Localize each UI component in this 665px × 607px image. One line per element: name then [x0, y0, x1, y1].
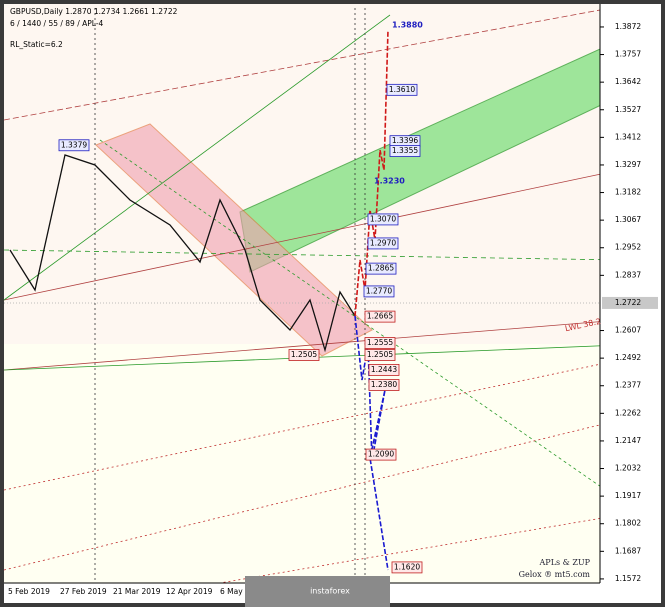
- price-tick-label: 1.2262: [615, 408, 641, 417]
- time-tick-label: 21 Mar 2019: [113, 587, 161, 596]
- level-label: 1.2865: [368, 264, 394, 273]
- current-price-label: 1.2722: [615, 298, 641, 307]
- level-label-box: [363, 285, 395, 298]
- price-tick-label: 1.3527: [615, 105, 641, 114]
- level-label-box: [364, 310, 396, 323]
- level-label-box: [365, 262, 397, 275]
- level-label: 1.2970: [370, 238, 396, 247]
- level-label: 1.2090: [368, 450, 394, 459]
- swing-label: 1.2505: [291, 350, 317, 359]
- credit: Gelox ® mt5.com: [519, 570, 591, 579]
- watermark: instaforex: [310, 587, 350, 596]
- time-tick-label: 27 Feb 2019: [60, 587, 107, 596]
- price-tick-label: 1.3872: [615, 22, 641, 31]
- price-tick-label: 1.1917: [615, 491, 641, 500]
- level-label-box: [367, 237, 399, 250]
- price-tick-label: 1.3067: [615, 215, 641, 224]
- price-tick-label: 1.2607: [615, 326, 641, 335]
- level-label-box: [368, 363, 400, 376]
- level-label-box: [368, 379, 400, 391]
- level-label: 1.3070: [370, 214, 396, 223]
- median-lines: [3, 8, 621, 601]
- header-symbol: GBPUSD,Daily 1.2870 1.2734 1.2661 1.2722: [10, 7, 178, 16]
- swing-label-box: [58, 139, 90, 152]
- level-label-box: [364, 349, 396, 361]
- price-tick-label: 1.3757: [615, 50, 641, 59]
- level-label: 1.3610: [389, 85, 415, 94]
- time-tick-label: 6 May: [220, 587, 243, 596]
- price-tick-label: 1.3297: [615, 160, 641, 169]
- level-label: 1.2555: [367, 338, 393, 347]
- level-label-box: [367, 213, 399, 226]
- level-label-box: [386, 83, 418, 96]
- price-tick-label: 1.2492: [615, 353, 641, 362]
- price-tick-label: 1.1802: [615, 519, 641, 528]
- price-path: [9, 154, 356, 353]
- price-tick-label: 1.3182: [615, 188, 641, 197]
- level-label-box: [365, 448, 397, 461]
- price-tick-label: 1.3412: [615, 132, 641, 141]
- level-label: 1.2380: [371, 380, 397, 389]
- level-label-box: [391, 561, 423, 574]
- header-static: RL_Static=6.2: [10, 40, 63, 49]
- pink-channel: [95, 123, 373, 357]
- time-tick-label: 5 Feb 2019: [8, 587, 50, 596]
- level-label: 1.3880: [392, 21, 423, 30]
- current-price-box: [602, 296, 658, 309]
- price-tick-label: 1.1687: [615, 546, 641, 555]
- level-label: 1.1620: [394, 562, 420, 571]
- swing-label-box: [288, 349, 320, 361]
- level-label: 1.3396: [392, 136, 418, 145]
- level-label: 1.3355: [392, 146, 418, 155]
- watermark-bar: [245, 576, 390, 607]
- level-label: 1.2443: [371, 365, 397, 374]
- level-label: 1.3230: [374, 177, 405, 186]
- price-tick-label: 1.2147: [615, 436, 641, 445]
- level-label-box: [364, 337, 396, 349]
- price-tick-label: 1.2377: [615, 381, 641, 390]
- header-settings: 6 / 1440 / 55 / 89 / APL-4: [10, 19, 104, 28]
- swing-label: 1.3379: [61, 140, 87, 149]
- bull-scenario: [354, 29, 389, 317]
- price-tick-label: 1.2837: [615, 270, 641, 279]
- price-tick-label: 1.2032: [615, 464, 641, 473]
- price-tick-label: 1.3642: [615, 77, 641, 86]
- time-tick-label: 12 Apr 2019: [166, 587, 213, 596]
- brand: APLs & ZUP: [539, 558, 591, 567]
- level-label: 1.2665: [367, 312, 393, 321]
- price-axis: [600, 4, 661, 583]
- level-label-box: [389, 145, 421, 157]
- level-label: 1.2505: [367, 350, 393, 359]
- price-tick-label: 1.1572: [615, 574, 641, 583]
- level-label: 1.2770: [366, 286, 392, 295]
- price-tick-label: 1.2952: [615, 243, 641, 252]
